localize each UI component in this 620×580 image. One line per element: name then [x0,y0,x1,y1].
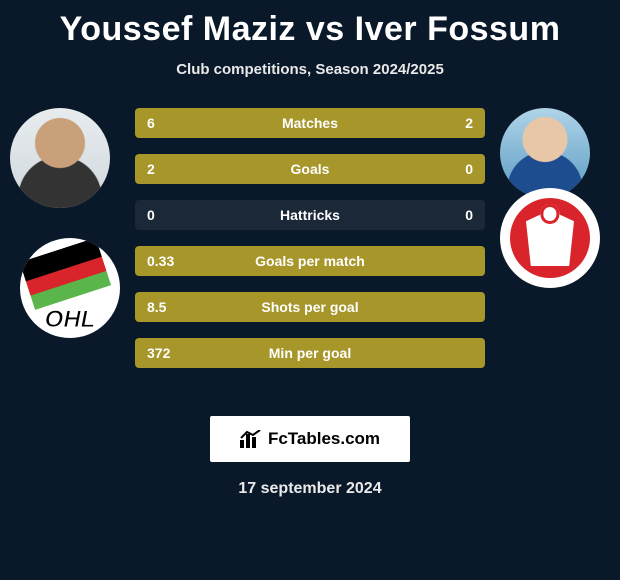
page-title: Youssef Maziz vs Iver Fossum [0,0,620,49]
stat-label: Matches [135,108,485,138]
player-left-face-icon [10,108,110,208]
ohl-logo-icon [30,248,110,328]
date-label: 17 september 2024 [0,480,620,498]
stat-label: Goals per match [135,246,485,276]
kvk-logo-icon [510,198,590,278]
subtitle: Club competitions, Season 2024/2025 [0,61,620,78]
stat-bars: 6Matches22Goals00Hattricks00.33Goals per… [135,108,485,384]
club-right-badge [500,188,600,288]
brand-label: FcTables.com [268,429,380,449]
stat-label: Goals [135,154,485,184]
stat-row: 372Min per goal [135,338,485,368]
stat-row: 0.33Goals per match [135,246,485,276]
stat-row: 0Hattricks0 [135,200,485,230]
player-right-avatar [500,108,590,198]
brand-chart-icon [240,430,262,448]
stat-value-right: 2 [465,108,473,138]
player-right-face-icon [500,108,590,198]
club-left-badge [20,238,120,338]
comparison-area: 6Matches22Goals00Hattricks00.33Goals per… [0,108,620,408]
stat-value-right: 0 [465,200,473,230]
stat-row: 6Matches2 [135,108,485,138]
stat-label: Hattricks [135,200,485,230]
brand-box: FcTables.com [210,416,410,462]
stat-label: Shots per goal [135,292,485,322]
stat-row: 2Goals0 [135,154,485,184]
stat-value-right: 0 [465,154,473,184]
stat-row: 8.5Shots per goal [135,292,485,322]
stat-label: Min per goal [135,338,485,368]
player-left-avatar [10,108,110,208]
